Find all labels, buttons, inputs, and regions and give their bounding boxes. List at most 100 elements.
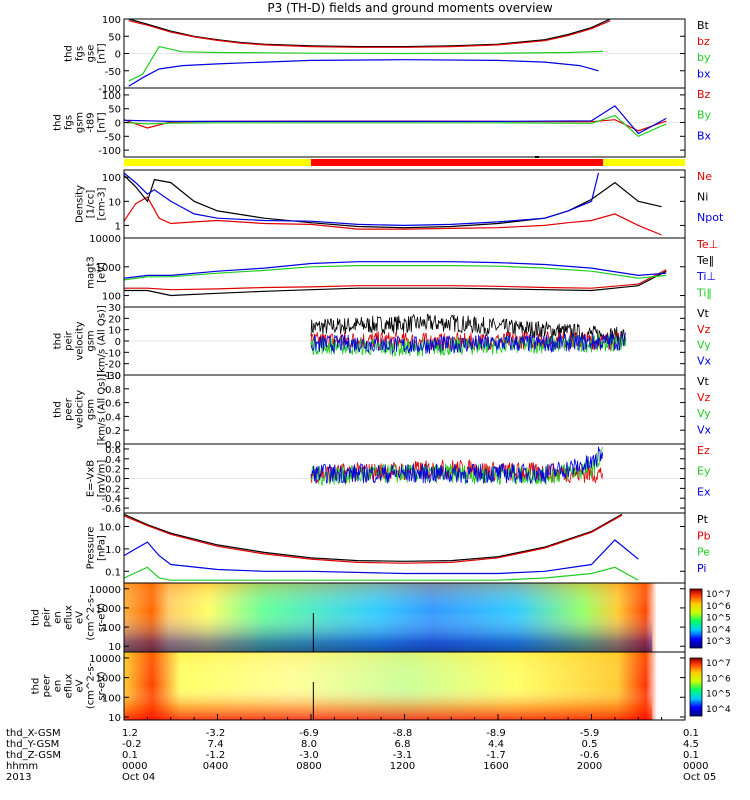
y-axis-label-line: (cm^2-s- [86, 594, 97, 641]
colorbar-label: 10^7 [706, 590, 731, 600]
colorbar [689, 657, 703, 717]
legend-Vt: Vt [697, 375, 710, 388]
y-tick-label: 1000 [96, 604, 121, 615]
series-peir_velocity-Vx [310, 332, 627, 355]
legend-Ez: Ez [697, 444, 710, 457]
colorbar-label: 10^6 [706, 602, 731, 612]
legend-Te‖: Te‖ [696, 254, 714, 267]
y-tick-label: 0.6 [105, 399, 121, 410]
legend-Vz: Vz [697, 391, 711, 404]
y-tick-label: 100 [102, 91, 121, 102]
y-axis-label-line: en [53, 611, 64, 624]
y-axis-label-line: [mV/m] [97, 460, 108, 498]
x-axis-row-value: 7.4 [208, 739, 224, 750]
legend-Bx: Bx [697, 129, 712, 142]
y-axis-label-line: [km/s (All Qs)] [97, 305, 108, 377]
legend-Vz: Vz [697, 323, 711, 336]
x-axis-row-value: -0.2 [122, 739, 142, 750]
colorbar-label: 10^3 [706, 637, 731, 647]
colorbar-label: 10^6 [706, 674, 731, 684]
y-axis-label-line: [1/cc] [86, 190, 97, 219]
series-temperature-Te‖ [124, 270, 667, 297]
y-axis-label: magt3[eV] [86, 256, 108, 289]
y-tick-label: 100 [102, 693, 121, 704]
colorbar-label: 10^4 [706, 625, 731, 635]
y-axis-label-line: gsm [86, 330, 97, 351]
y-tick-label: -50 [105, 132, 121, 143]
legend-By: By [697, 109, 712, 122]
legend-Ti⊥: Ti⊥ [696, 270, 716, 283]
x-axis-row-label: thd_Z-GSM [6, 750, 61, 761]
series-fgs_gsm-Bx [123, 105, 667, 135]
series-fgs_gse-bx [128, 59, 599, 87]
series-fgs_gsm-By [123, 114, 667, 138]
panel-peer_velocity: thdpeervelocitygsm[km/s (All Qs)] [53, 374, 686, 446]
y-axis-label-line: peir [42, 607, 53, 627]
x-axis-row-value: 0.1 [122, 750, 138, 761]
x-axis-row-value: 0800 [296, 761, 321, 772]
x-axis-row-value: -1.7 [486, 750, 506, 761]
x-axis-row-label: 2013 [6, 772, 31, 783]
y-axis-label-line: velocity [75, 321, 86, 360]
panel-frame [123, 374, 686, 445]
y-tick-label: 0 [115, 50, 121, 61]
colorbar-label: 10^5 [706, 614, 731, 624]
y-axis-label-line: Pressure [86, 527, 97, 570]
x-axis-row-value: 0000 [122, 761, 147, 772]
y-axis-label-line: [nT] [97, 43, 108, 63]
y-axis-label-line: E=-VxB [86, 460, 97, 497]
y-tick-label: 1000 [96, 263, 121, 274]
x-axis-row-value: 8.0 [301, 739, 317, 750]
y-tick-label: 0.4 [105, 455, 121, 466]
x-axis-row-value: 0.1 [683, 750, 699, 761]
y-tick-label: 0 [115, 119, 121, 130]
y-tick-label: 10000 [89, 654, 121, 665]
y-tick-label: -100 [98, 84, 121, 95]
y-tick-label: 0.0 [105, 475, 121, 486]
y-tick-label: -30 [105, 371, 121, 382]
y-axis-label-line: gse [86, 45, 97, 63]
legend-Ne: Ne [697, 170, 712, 183]
panel-density: Density[1/cc][cm-3] [75, 169, 686, 239]
y-axis-label-line: [eV] [97, 262, 108, 283]
y-axis-label: thdpeervelocitygsm[km/s (All Qs)] [53, 374, 108, 446]
colorbar-label: 10^5 [706, 690, 731, 700]
y-axis-label-line: gsm [86, 399, 97, 420]
x-axis-row-value: -8.9 [486, 728, 506, 739]
series-temperature-Ti⊥ [123, 261, 667, 279]
y-tick-label: 100 [102, 173, 121, 184]
panel-frame [123, 512, 686, 584]
series-density-Ne [123, 196, 662, 236]
y-axis-label-line: thd [31, 609, 42, 626]
y-axis-label-line: thd [64, 45, 75, 62]
series-temperature-Ti‖ [123, 265, 667, 281]
x-axis-row-value: -6.9 [299, 728, 319, 739]
x-axis-row-value: 1600 [483, 761, 508, 772]
series-temperature-Te⊥ [124, 269, 667, 291]
x-axis-row-value: 4.5 [683, 739, 699, 750]
y-axis-label-line: fgs [75, 46, 86, 61]
legend-Te⊥: Te⊥ [696, 238, 718, 251]
y-tick-label: 10 [108, 642, 121, 653]
y-tick-label: 50 [108, 105, 121, 116]
y-tick-label: 0.8 [105, 385, 121, 396]
y-axis-label-line: peer [64, 397, 75, 421]
series-pressure-Pb [123, 514, 623, 564]
y-tick-label: -0.2 [101, 484, 121, 495]
x-axis-row-value: 0.5 [582, 739, 598, 750]
y-tick-label: 10 [108, 713, 121, 724]
y-axis-label: thdpeerenefluxeV(cm^2-s-sr-eV) [31, 662, 108, 709]
spectrogram-shading [124, 583, 653, 652]
y-axis-label-line: eV [75, 679, 86, 692]
y-tick-label: 100 [102, 292, 121, 303]
y-tick-label: 10.0 [99, 522, 121, 533]
series-fgs_gse-Bt [128, 18, 611, 48]
y-axis-label-line: eV [75, 611, 86, 624]
status-bar-segment [311, 159, 604, 166]
status-bar-segment [603, 159, 685, 166]
x-axis-row-label: thd_Y-GSM [6, 739, 59, 750]
y-axis-label-line: [nPa] [97, 535, 108, 561]
y-axis-label-line: thd [53, 114, 64, 131]
x-axis-row-value: 4.4 [488, 739, 504, 750]
